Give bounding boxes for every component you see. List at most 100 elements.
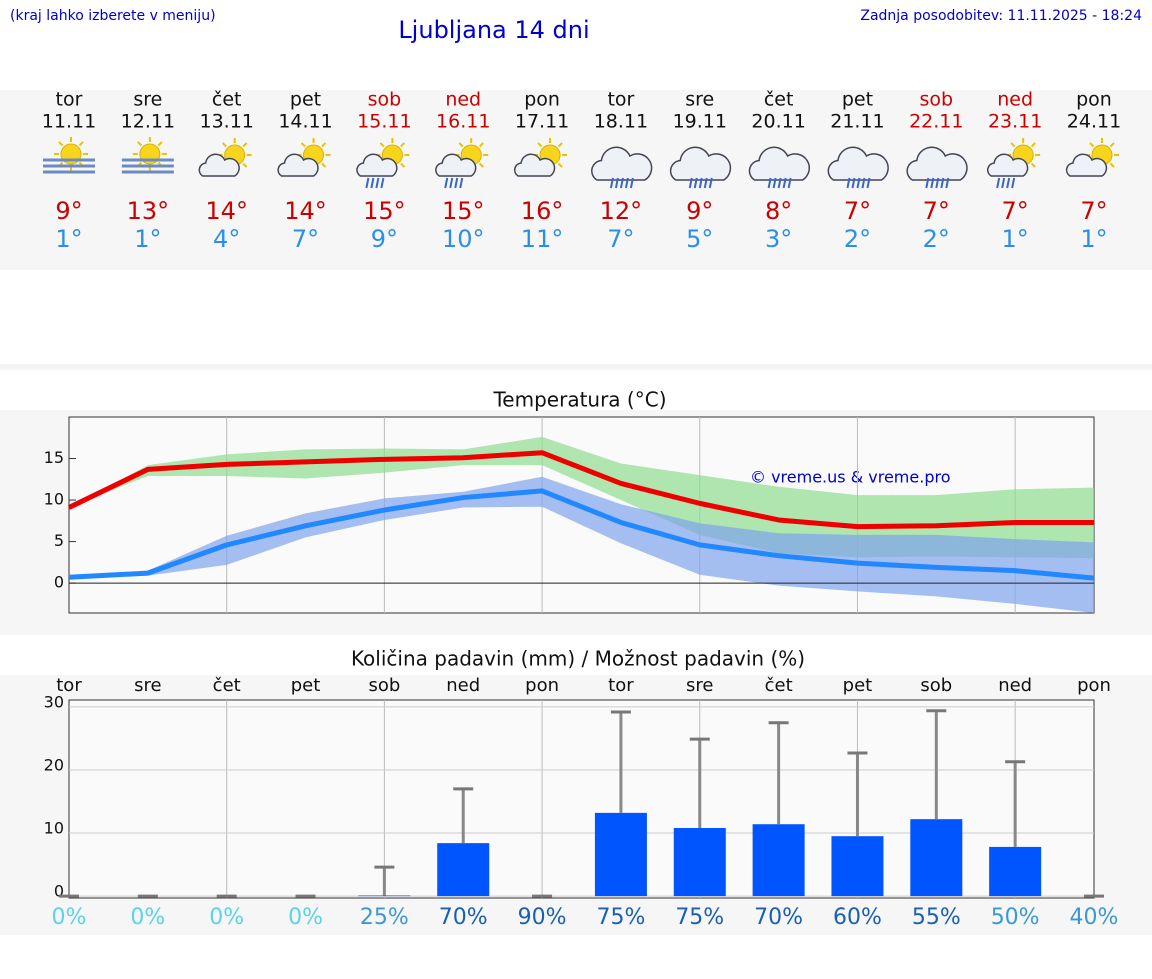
y-tick-label: 0 bbox=[54, 573, 64, 592]
high-temp: 15° bbox=[363, 197, 406, 225]
cloud bbox=[986, 153, 1029, 177]
weather-icon bbox=[591, 146, 653, 189]
sun-ray bbox=[242, 142, 248, 148]
date: 20.11 bbox=[751, 111, 805, 133]
bar bbox=[752, 824, 805, 897]
rain-drop bbox=[619, 177, 624, 189]
high-temp: 14° bbox=[284, 197, 327, 225]
sun-ray bbox=[137, 141, 143, 147]
probability: 0% bbox=[209, 905, 244, 930]
weekday: sre bbox=[685, 89, 714, 111]
weekday: sob bbox=[368, 89, 402, 111]
sun-ray bbox=[1030, 142, 1036, 148]
date: 11.11 bbox=[42, 111, 96, 133]
band bbox=[69, 476, 1094, 613]
high-temp: 16° bbox=[521, 197, 564, 225]
low-temp: 2° bbox=[923, 225, 950, 253]
rain-drop bbox=[688, 177, 693, 189]
low-temp: 2° bbox=[844, 225, 871, 253]
rain-drop bbox=[851, 177, 856, 189]
high-temp: 13° bbox=[127, 197, 170, 225]
date: 15.11 bbox=[357, 111, 411, 133]
y-tick-label: 15 bbox=[44, 448, 64, 467]
menu-note[interactable]: (kraj lahko izberete v meniju) bbox=[10, 8, 216, 24]
chart-title: Količina padavin (mm) / Možnost padavin … bbox=[351, 647, 805, 671]
weekday: sob bbox=[920, 89, 954, 111]
bar bbox=[358, 895, 411, 897]
weather-icon bbox=[669, 146, 732, 189]
bar bbox=[910, 819, 963, 897]
cloud bbox=[356, 153, 398, 177]
sun-ray bbox=[479, 162, 484, 168]
sun-ray bbox=[458, 142, 464, 148]
rain-drop bbox=[459, 177, 464, 189]
rain-drop bbox=[698, 177, 703, 189]
rain-drop bbox=[365, 177, 370, 189]
sun-ray bbox=[379, 142, 385, 148]
rain-drop bbox=[856, 177, 861, 189]
weather-icon bbox=[1065, 138, 1119, 177]
x-tick-label: sre bbox=[134, 675, 161, 696]
x-tick-label: sre bbox=[686, 675, 713, 696]
low-temp: 1° bbox=[134, 225, 161, 253]
weekday: sre bbox=[133, 89, 162, 111]
rain-drop bbox=[767, 177, 772, 189]
page-title: Ljubljana 14 dni bbox=[398, 16, 589, 44]
weather-icon bbox=[43, 137, 95, 174]
sun-ray bbox=[78, 141, 84, 147]
weather-icon bbox=[277, 138, 331, 177]
weather-icon bbox=[435, 138, 489, 189]
sun-ray bbox=[557, 142, 563, 148]
rain-drop bbox=[454, 177, 459, 189]
x-tick-label: tor bbox=[56, 675, 82, 696]
high-temp: 9° bbox=[55, 197, 82, 225]
rain-drop bbox=[930, 177, 935, 189]
high-temp: 7° bbox=[1080, 197, 1107, 225]
band bbox=[69, 436, 1094, 559]
bar bbox=[831, 836, 884, 897]
y-tick-label: 10 bbox=[44, 490, 64, 509]
probability: 90% bbox=[518, 905, 567, 930]
rain-drop bbox=[624, 177, 629, 189]
x-tick-label: pet bbox=[291, 675, 321, 696]
sun-ray bbox=[1109, 162, 1115, 168]
high-temp: 14° bbox=[205, 197, 248, 225]
low-temp: 11° bbox=[521, 225, 564, 253]
rain-drop bbox=[777, 177, 782, 189]
date: 18.11 bbox=[594, 111, 648, 133]
weekday: čet bbox=[212, 89, 242, 111]
weather-icon bbox=[906, 146, 968, 189]
weather-icon bbox=[748, 146, 811, 189]
temp-line bbox=[68, 488, 1095, 581]
weather-icon bbox=[513, 138, 568, 177]
sun-ray bbox=[1010, 142, 1016, 148]
sun-ray bbox=[537, 142, 543, 148]
rain-drop bbox=[935, 177, 940, 189]
sun-ray bbox=[479, 142, 484, 148]
cloud bbox=[906, 146, 968, 181]
rain-drop bbox=[1001, 177, 1006, 189]
rain-drop bbox=[1006, 177, 1011, 189]
bar bbox=[594, 812, 647, 897]
rain-drop bbox=[444, 177, 449, 189]
cloud bbox=[435, 153, 477, 177]
y-tick-label: 20 bbox=[44, 755, 64, 774]
rain-drop bbox=[629, 177, 634, 189]
x-tick-label: čet bbox=[765, 675, 793, 696]
rain-drop bbox=[449, 177, 454, 189]
high-temp: 15° bbox=[442, 197, 485, 225]
low-temp: 1° bbox=[1002, 225, 1029, 253]
rain-drop bbox=[380, 177, 385, 189]
sun-ray bbox=[58, 141, 64, 147]
high-temp: 12° bbox=[600, 197, 643, 225]
probability: 0% bbox=[288, 905, 323, 930]
date: 12.11 bbox=[121, 111, 175, 133]
probability: 0% bbox=[130, 905, 165, 930]
sun-ray bbox=[321, 162, 327, 168]
x-tick-label: čet bbox=[213, 675, 241, 696]
rain-drop bbox=[861, 177, 866, 189]
cloud bbox=[513, 153, 556, 177]
cloud bbox=[1065, 153, 1108, 177]
sun-ray bbox=[400, 142, 406, 148]
